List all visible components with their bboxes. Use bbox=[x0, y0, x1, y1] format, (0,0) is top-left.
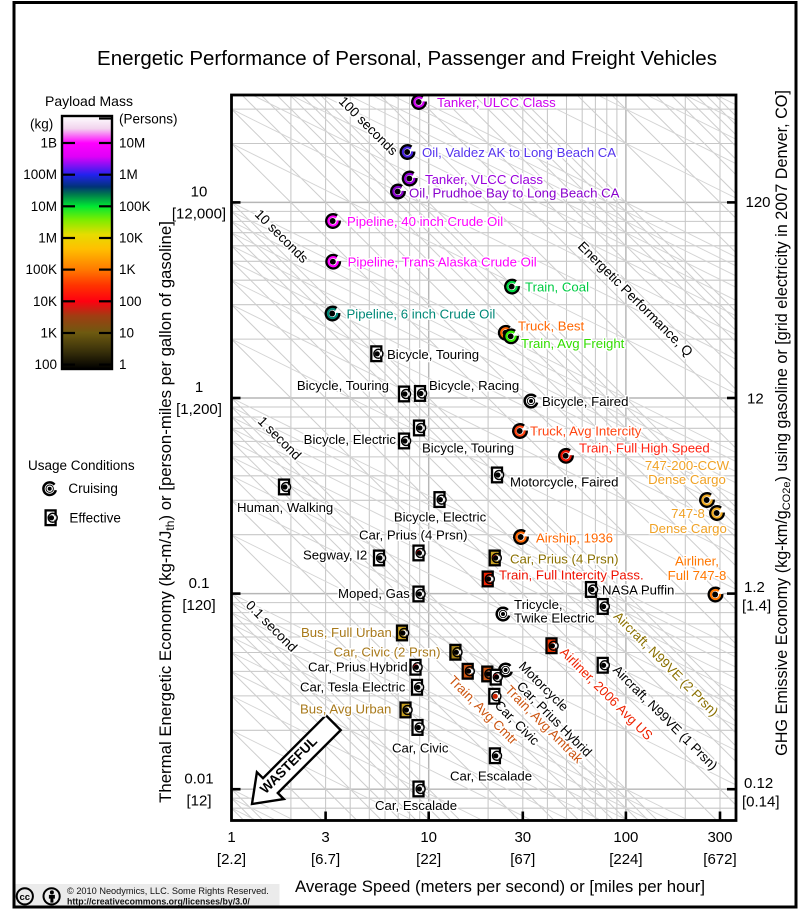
svg-text:1: 1 bbox=[119, 357, 127, 372]
svg-text:Truck, Avg Intercity: Truck, Avg Intercity bbox=[530, 424, 642, 439]
svg-text:100: 100 bbox=[119, 294, 142, 309]
svg-text:(kg): (kg) bbox=[30, 117, 53, 132]
svg-text:1B: 1B bbox=[40, 136, 57, 151]
svg-text:Bicycle, Touring: Bicycle, Touring bbox=[422, 441, 514, 456]
svg-text:1K: 1K bbox=[119, 262, 136, 277]
svg-text:[0.14]: [0.14] bbox=[742, 794, 780, 811]
svg-text:3: 3 bbox=[321, 829, 329, 846]
svg-text:100K: 100K bbox=[119, 199, 151, 214]
svg-text:0.01: 0.01 bbox=[184, 771, 213, 788]
svg-text:0.1: 0.1 bbox=[189, 575, 210, 592]
svg-text:Train, Full High Speed: Train, Full High Speed bbox=[579, 441, 710, 456]
svg-text:Bicycle, Electric: Bicycle, Electric bbox=[394, 510, 487, 525]
svg-text:Bicycle, Electric: Bicycle, Electric bbox=[304, 432, 397, 447]
svg-text:Cruising: Cruising bbox=[68, 481, 118, 496]
svg-text:[12]: [12] bbox=[186, 793, 211, 810]
svg-text:10K: 10K bbox=[33, 294, 57, 309]
svg-text:Bicycle, Touring: Bicycle, Touring bbox=[387, 347, 479, 362]
svg-text:Moped, Gas: Moped, Gas bbox=[338, 586, 410, 601]
svg-text:Pipeline, 6 inch Crude Oil: Pipeline, 6 inch Crude Oil bbox=[347, 307, 496, 322]
svg-text:Airliner,: Airliner, bbox=[675, 554, 719, 569]
svg-text:Car, Prius (4 Prsn): Car, Prius (4 Prsn) bbox=[359, 528, 467, 543]
svg-text:[1.4]: [1.4] bbox=[742, 598, 771, 615]
svg-text:Full 747-8: Full 747-8 bbox=[668, 568, 727, 583]
svg-text:100K: 100K bbox=[25, 262, 57, 277]
svg-text:1K: 1K bbox=[40, 326, 57, 341]
svg-text:100: 100 bbox=[613, 829, 638, 846]
svg-text:Train, Full Intercity Pass.: Train, Full Intercity Pass. bbox=[499, 568, 644, 583]
svg-text:Car, Tesla Electric: Car, Tesla Electric bbox=[300, 680, 406, 695]
svg-text:Energetic Performance of Perso: Energetic Performance of Personal, Passe… bbox=[97, 47, 717, 70]
svg-text:Twike Electric: Twike Electric bbox=[514, 611, 595, 626]
svg-text:Usage Conditions: Usage Conditions bbox=[28, 458, 135, 473]
svg-text:100M: 100M bbox=[23, 167, 57, 182]
svg-text:Payload Mass: Payload Mass bbox=[45, 93, 133, 109]
svg-text:Car, Civic (2 Prsn): Car, Civic (2 Prsn) bbox=[334, 645, 441, 660]
svg-text:Thermal Energetic Economy (kg-: Thermal Energetic Economy (kg-m/Jth) or … bbox=[156, 221, 177, 803]
svg-text:Bicycle, Touring: Bicycle, Touring bbox=[297, 378, 389, 393]
svg-text:Tanker, ULCC Class: Tanker, ULCC Class bbox=[437, 95, 556, 110]
svg-text:[224]: [224] bbox=[609, 851, 642, 868]
svg-text:Train, Avg Freight: Train, Avg Freight bbox=[521, 336, 625, 351]
svg-text:Motorcycle, Faired: Motorcycle, Faired bbox=[510, 475, 618, 490]
svg-text:Car, Prius Hybrid: Car, Prius Hybrid bbox=[308, 660, 408, 675]
svg-text:30: 30 bbox=[514, 829, 531, 846]
svg-text:Human, Walking: Human, Walking bbox=[237, 500, 333, 515]
svg-text:Average Speed (meters per seco: Average Speed (meters per second) or [mi… bbox=[295, 877, 705, 896]
svg-text:[2.2]: [2.2] bbox=[217, 851, 246, 868]
svg-text:1: 1 bbox=[227, 829, 235, 846]
svg-text:[12,000]: [12,000] bbox=[172, 206, 226, 223]
svg-text:Dense Cargo: Dense Cargo bbox=[648, 472, 726, 487]
svg-text:Car, Escalade: Car, Escalade bbox=[375, 798, 457, 813]
svg-text:Car, Civic: Car, Civic bbox=[392, 741, 449, 756]
svg-text:Oil, Prudhoe Bay to Long Beach: Oil, Prudhoe Bay to Long Beach CA bbox=[409, 186, 620, 201]
svg-text:10: 10 bbox=[420, 829, 437, 846]
svg-text:Train, Coal: Train, Coal bbox=[525, 280, 589, 295]
svg-text:Truck, Best: Truck, Best bbox=[518, 319, 585, 334]
svg-text:300: 300 bbox=[707, 829, 732, 846]
svg-text:Bicycle, Racing: Bicycle, Racing bbox=[429, 378, 519, 393]
svg-text:Car, Prius (4 Prsn): Car, Prius (4 Prsn) bbox=[510, 552, 618, 567]
svg-text:[22]: [22] bbox=[416, 851, 441, 868]
svg-text:10: 10 bbox=[191, 184, 208, 201]
svg-text:1M: 1M bbox=[38, 231, 57, 246]
svg-text:Pipeline, 40 inch Crude Oil: Pipeline, 40 inch Crude Oil bbox=[347, 214, 503, 229]
svg-text:Bicycle, Faired: Bicycle, Faired bbox=[542, 394, 628, 409]
svg-text:(Persons): (Persons) bbox=[119, 112, 178, 127]
svg-text:10: 10 bbox=[119, 326, 134, 341]
svg-text:1: 1 bbox=[195, 379, 203, 396]
svg-text:1.2: 1.2 bbox=[744, 579, 765, 596]
svg-text:© 2010 Neodymics, LLC. Some R: © 2010 Neodymics, LLC. Some Rights Reser… bbox=[67, 886, 269, 896]
svg-text:12: 12 bbox=[747, 391, 764, 408]
svg-text:Bus, Avg Urban: Bus, Avg Urban bbox=[300, 702, 391, 717]
svg-text:[1,200]: [1,200] bbox=[176, 401, 222, 418]
svg-text:[67]: [67] bbox=[510, 851, 535, 868]
svg-text:cc: cc bbox=[20, 892, 31, 903]
svg-text:1M: 1M bbox=[119, 167, 138, 182]
svg-text:[120]: [120] bbox=[182, 597, 215, 614]
svg-text:Segway, I2: Segway, I2 bbox=[303, 548, 367, 563]
svg-text:[6.7]: [6.7] bbox=[311, 851, 340, 868]
svg-text:Airship, 1936: Airship, 1936 bbox=[536, 531, 613, 546]
svg-text:10K: 10K bbox=[119, 231, 143, 246]
svg-text:Oil, Valdez AK to Long Beach C: Oil, Valdez AK to Long Beach CA bbox=[422, 145, 616, 160]
svg-text:Pipeline, Trans Alaska Crude O: Pipeline, Trans Alaska Crude Oil bbox=[348, 255, 537, 270]
svg-text:Effective: Effective bbox=[69, 511, 121, 526]
svg-text:10M: 10M bbox=[119, 136, 145, 151]
svg-text:Car, Escalade: Car, Escalade bbox=[450, 769, 532, 784]
svg-text:747-8: 747-8 bbox=[671, 506, 705, 521]
svg-text:10M: 10M bbox=[31, 199, 57, 214]
svg-text:0.12: 0.12 bbox=[744, 775, 773, 792]
svg-text:GHG Emissive Economy (kg-km/gC: GHG Emissive Economy (kg-km/gCO2e) using… bbox=[773, 90, 793, 756]
svg-text:http://creativecommons.org/lic: http://creativecommons.org/licenses/by/3… bbox=[67, 896, 250, 906]
svg-text:Bus, Full Urban: Bus, Full Urban bbox=[301, 625, 392, 640]
svg-text:100: 100 bbox=[34, 357, 57, 372]
svg-text:Dense Cargo: Dense Cargo bbox=[649, 521, 727, 536]
svg-text:[672]: [672] bbox=[703, 851, 736, 868]
svg-text:747-200-CCW: 747-200-CCW bbox=[645, 458, 730, 473]
svg-text:120: 120 bbox=[746, 194, 771, 211]
svg-text:NASA Puffin: NASA Puffin bbox=[602, 583, 674, 598]
